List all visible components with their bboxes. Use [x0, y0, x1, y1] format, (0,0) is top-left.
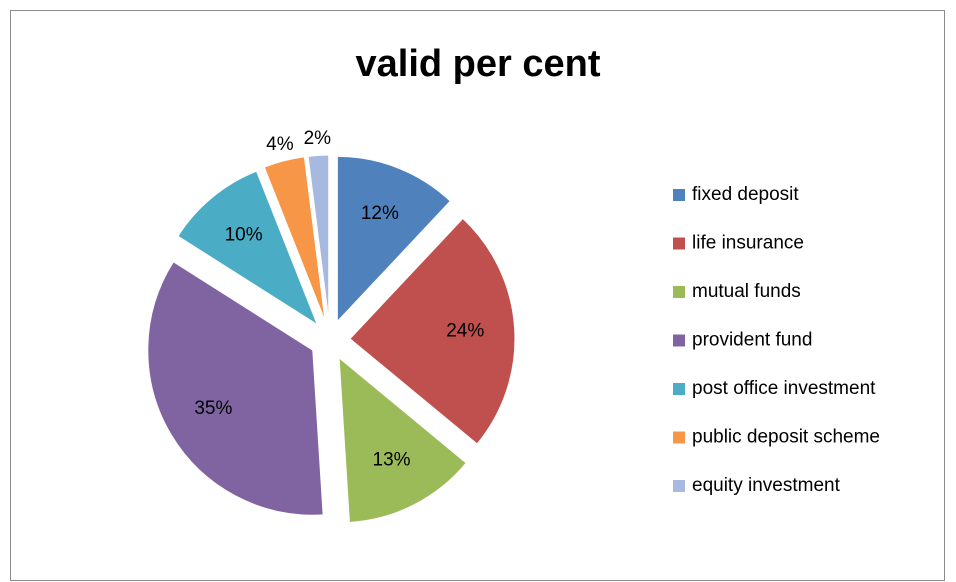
legend-swatch	[673, 189, 685, 201]
legend-swatch	[673, 286, 685, 298]
pie-slice	[338, 356, 467, 524]
legend-swatch	[673, 431, 685, 444]
legend-swatch	[673, 334, 685, 347]
data-label: 2%	[304, 128, 332, 149]
data-label: 24%	[446, 321, 484, 342]
legend-label: equity investment	[692, 475, 841, 496]
legend-label: post office investment	[692, 378, 876, 399]
data-label: 4%	[266, 134, 294, 155]
data-label: 35%	[194, 398, 232, 419]
legend-label: mutual funds	[692, 281, 801, 302]
chart-title: valid per cent	[356, 43, 601, 85]
legend-swatch	[673, 383, 685, 395]
data-label: 10%	[225, 225, 263, 246]
pie-slice	[147, 261, 324, 516]
legend-label: life insurance	[692, 233, 804, 254]
pie-slice	[307, 154, 330, 321]
legend-swatch	[673, 237, 685, 250]
legend-label: fixed deposit	[692, 184, 799, 205]
pie-slice	[349, 217, 516, 445]
pie-slice	[177, 170, 319, 326]
legend-label: provident fund	[692, 330, 812, 351]
pie-slice	[263, 156, 326, 321]
pie-slice	[336, 155, 452, 323]
legend-label: public deposit scheme	[692, 427, 880, 448]
legend-swatch	[673, 480, 685, 492]
data-label: 13%	[373, 450, 411, 471]
data-label: 12%	[361, 203, 399, 224]
